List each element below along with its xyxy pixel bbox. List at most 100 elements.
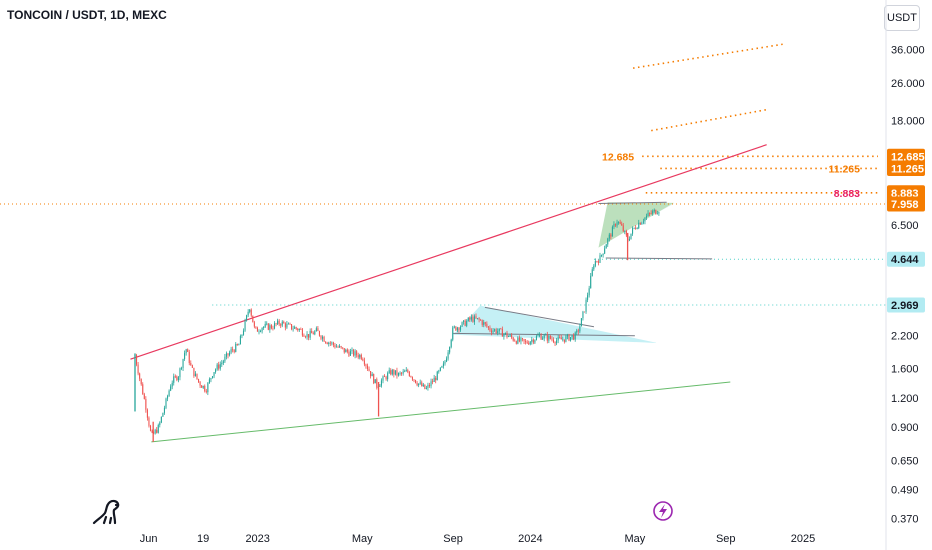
candle-body-293 bbox=[588, 288, 590, 296]
candle-body-257 bbox=[532, 339, 534, 343]
candle-body-170 bbox=[397, 373, 400, 376]
candle-body-187 bbox=[424, 384, 426, 389]
candle-body-282 bbox=[571, 335, 573, 337]
candle-body-141 bbox=[353, 349, 355, 356]
price-tag-level-1-bg bbox=[887, 251, 925, 267]
price-tag-target-2-bg bbox=[887, 185, 925, 201]
pattern-line-1 bbox=[484, 306, 595, 328]
candle-body-131 bbox=[337, 346, 339, 348]
candle-body-93 bbox=[278, 320, 280, 325]
candle-body-292 bbox=[587, 295, 589, 300]
y-tick-label-2: 18.000 bbox=[891, 115, 925, 127]
candle-body-77 bbox=[253, 322, 255, 327]
candle-body-105 bbox=[297, 328, 299, 331]
candle-body-308 bbox=[611, 226, 613, 237]
candle-body-336 bbox=[655, 209, 657, 215]
candle-body-162 bbox=[385, 376, 387, 380]
candle-body-70 bbox=[242, 330, 245, 335]
candle-body-201 bbox=[446, 358, 448, 362]
candle-body-68 bbox=[239, 336, 241, 345]
candle-body-231 bbox=[492, 330, 494, 333]
candle-body-101 bbox=[291, 324, 293, 330]
candle-body-74 bbox=[249, 309, 251, 312]
candle-body-250 bbox=[521, 338, 524, 340]
target-annotation-1: 11.265 bbox=[828, 163, 860, 175]
resistance-trendline bbox=[130, 144, 767, 360]
candle-body-316 bbox=[624, 230, 626, 232]
candle-body-223 bbox=[480, 319, 482, 321]
candle-body-242 bbox=[509, 335, 511, 337]
candle-body-252 bbox=[525, 341, 527, 343]
candle-body-114 bbox=[311, 330, 313, 334]
candle-body-6 bbox=[143, 394, 145, 399]
y-tick-label-15: 0.490 bbox=[891, 485, 919, 497]
candle-body-149 bbox=[365, 364, 367, 366]
candle-body-265 bbox=[545, 334, 547, 336]
candle-body-86 bbox=[267, 323, 269, 330]
candle-body-79 bbox=[256, 327, 258, 332]
candle-body-59 bbox=[225, 353, 227, 357]
x-tick-label-2: 2023 bbox=[245, 533, 269, 545]
candle-body-135 bbox=[343, 348, 345, 353]
candle-body-327 bbox=[641, 222, 643, 225]
candle-body-186 bbox=[422, 384, 424, 387]
candle-body-269 bbox=[551, 338, 553, 340]
candle-body-112 bbox=[308, 334, 310, 338]
candle-body-118 bbox=[317, 328, 319, 332]
candle-body-156 bbox=[376, 379, 378, 388]
candle-body-123 bbox=[325, 341, 327, 343]
x-tick-label-0: Jun bbox=[140, 533, 158, 545]
candle-body-271 bbox=[554, 342, 556, 344]
candle-body-104 bbox=[295, 327, 297, 329]
candle-body-71 bbox=[244, 320, 246, 331]
candle-body-159 bbox=[380, 380, 382, 386]
candle-body-289 bbox=[582, 311, 584, 319]
candle-body-243 bbox=[511, 335, 513, 338]
candle-body-87 bbox=[269, 325, 271, 330]
candle-body-268 bbox=[549, 335, 551, 339]
candle-body-263 bbox=[542, 338, 544, 340]
candle-body-253 bbox=[526, 341, 528, 344]
candle-body-294 bbox=[590, 275, 592, 289]
candle-body-319 bbox=[628, 239, 630, 241]
candle-body-92 bbox=[277, 320, 279, 325]
candle-body-82 bbox=[261, 328, 263, 332]
candle-body-256 bbox=[531, 339, 533, 342]
candle-body-145 bbox=[359, 354, 361, 358]
candle-body-267 bbox=[548, 335, 550, 341]
candle-body-328 bbox=[642, 221, 644, 223]
candle-body-155 bbox=[374, 379, 376, 384]
target-annotation-2: 8.883 bbox=[834, 188, 860, 200]
candle-body-208 bbox=[456, 327, 458, 331]
candle-body-285 bbox=[576, 330, 578, 333]
candle-body-4 bbox=[140, 378, 142, 385]
price-tag-target-0-bg bbox=[887, 148, 925, 164]
candle-body-220 bbox=[475, 316, 477, 319]
candle-body-69 bbox=[241, 334, 243, 337]
candle-body-276 bbox=[562, 339, 564, 341]
candle-body-140 bbox=[351, 349, 353, 352]
candle-body-217 bbox=[470, 316, 472, 320]
candle-body-7 bbox=[145, 398, 147, 410]
candle-body-236 bbox=[500, 328, 502, 330]
candle-body-196 bbox=[438, 370, 440, 372]
candle-body-152 bbox=[370, 371, 372, 377]
candle-body-72 bbox=[246, 315, 248, 321]
candle-body-280 bbox=[568, 334, 570, 341]
candle-body-244 bbox=[512, 337, 514, 341]
candle-body-232 bbox=[494, 329, 496, 331]
candle-body-75 bbox=[250, 309, 252, 316]
candle-body-307 bbox=[610, 234, 612, 237]
candle-body-117 bbox=[315, 328, 317, 332]
candle-body-219 bbox=[473, 316, 475, 322]
candle-body-27 bbox=[176, 376, 178, 381]
currency-button[interactable]: USDT bbox=[884, 5, 920, 31]
candle-body-132 bbox=[339, 346, 341, 348]
candle-body-239 bbox=[504, 332, 506, 335]
candle-body-301 bbox=[601, 255, 603, 256]
candle-body-206 bbox=[453, 326, 455, 328]
candle-body-134 bbox=[342, 347, 344, 349]
candle-body-234 bbox=[497, 331, 499, 333]
candle-body-122 bbox=[323, 336, 325, 342]
